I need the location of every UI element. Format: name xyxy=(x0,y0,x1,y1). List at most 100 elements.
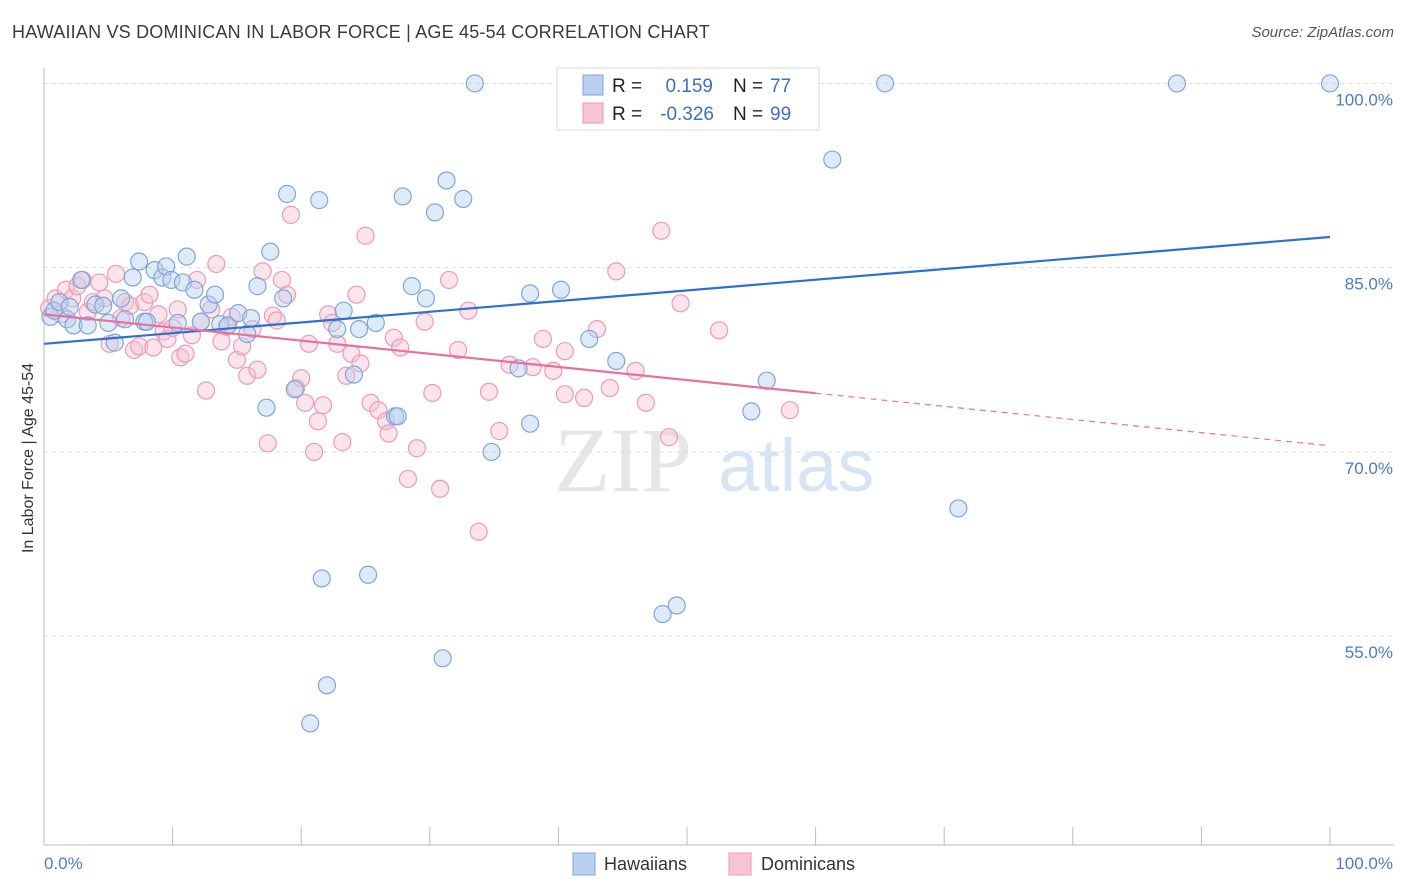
dominican-point xyxy=(308,412,328,431)
hawaiian-point xyxy=(177,247,196,266)
dominican-point xyxy=(575,388,594,407)
dominican-point xyxy=(140,285,159,304)
dominican-point xyxy=(299,334,319,353)
hawaiian-point xyxy=(115,310,135,329)
dominican-point xyxy=(304,442,324,462)
dominican-point xyxy=(258,434,277,453)
legend-n-value-pink: 99 xyxy=(770,104,791,125)
dominican-point xyxy=(600,378,619,398)
dominican-point xyxy=(448,340,468,360)
dominican-point xyxy=(430,479,450,498)
dominican-point xyxy=(267,311,286,330)
hawaiian-point xyxy=(402,277,421,296)
hawaiian-point xyxy=(349,319,369,339)
dominican-point xyxy=(90,273,109,292)
series-legend-label-hawaiians: Hawaiians xyxy=(604,854,687,874)
watermark-zip: ZIP xyxy=(554,409,692,511)
hawaiian-point xyxy=(465,74,484,93)
hawaiian-point xyxy=(248,277,267,296)
hawaiian-point xyxy=(274,289,293,308)
hawaiian-point xyxy=(1320,74,1340,93)
hawaiian-point xyxy=(454,189,473,208)
dominican-point xyxy=(459,301,478,320)
hawaiian-point xyxy=(162,270,181,290)
legend-r-value-blue: 0.159 xyxy=(665,76,713,97)
hawaiian-point xyxy=(328,319,347,339)
dominican-point xyxy=(555,385,574,404)
dominican-point xyxy=(384,328,403,347)
hawaiian-point xyxy=(261,242,280,261)
hawaiian-point xyxy=(949,499,968,518)
hawaiian-point xyxy=(425,203,445,222)
dominican-point xyxy=(313,396,333,415)
x-tick-label: 0.0% xyxy=(44,854,83,873)
dominican-point xyxy=(168,300,187,319)
hawaiian-point xyxy=(482,442,501,462)
dominican-point xyxy=(407,439,427,458)
dominican-point xyxy=(479,382,499,401)
dominican-point xyxy=(207,254,226,274)
dominican-point xyxy=(710,321,729,340)
dominican-point xyxy=(337,366,356,385)
dominican-point xyxy=(333,433,352,452)
dominican-point xyxy=(533,329,553,349)
watermark-atlas: atlas xyxy=(718,424,874,507)
hawaiian-point xyxy=(94,296,113,315)
chart-source: Source: ZipAtlas.com xyxy=(1251,24,1394,41)
tick-labels: 100.0% 85.0% 70.0% 55.0% 0.0% 100.0% xyxy=(44,90,1393,873)
series-legend-label-dominicans: Dominicans xyxy=(761,854,855,874)
dominican-point xyxy=(439,270,459,290)
hawaiian-point xyxy=(344,365,364,384)
hawaiian-point xyxy=(358,565,378,584)
dominican-point xyxy=(281,205,301,224)
legend-r-label-pink: R = xyxy=(612,104,642,125)
series-legend-swatch-hawaiians xyxy=(572,852,596,876)
chart-title: HAWAIIAN VS DOMINICAN IN LABOR FORCE | A… xyxy=(12,22,710,42)
legend-r-label-blue: R = xyxy=(612,76,642,97)
dominican-point xyxy=(587,319,607,339)
dominican-point xyxy=(292,369,311,388)
hawaiian-point xyxy=(86,295,105,314)
hawaiian-point xyxy=(521,414,540,433)
dominican-point xyxy=(398,469,418,489)
hawaiian-point xyxy=(137,312,156,331)
hawaiian-point xyxy=(433,649,452,668)
hawaiian-point xyxy=(99,313,118,333)
dominican-point xyxy=(351,354,370,373)
dominican-point xyxy=(490,421,509,441)
dominican-point xyxy=(780,401,799,420)
dominican-point xyxy=(202,300,221,319)
dominican-point xyxy=(196,381,216,400)
hawaiian-point xyxy=(366,313,385,333)
dominicans-trend-line xyxy=(43,313,816,395)
hawaiian-point xyxy=(72,270,91,290)
dominican-point xyxy=(286,378,306,398)
hawaiian-point xyxy=(285,380,304,399)
y-axis-label: In Labor Force | Age 45-54 xyxy=(20,363,37,553)
hawaiian-point xyxy=(667,596,686,615)
dominican-point xyxy=(659,428,679,447)
hawaiian-point xyxy=(653,604,672,624)
dominican-point xyxy=(607,262,626,281)
dominican-point xyxy=(238,366,257,385)
dominican-point xyxy=(176,344,195,363)
legend-r-value-pink: -0.326 xyxy=(660,104,714,125)
hawaiian-point xyxy=(742,402,761,421)
dominican-point xyxy=(555,342,574,361)
hawaiian-point xyxy=(317,676,337,695)
hawaiian-point xyxy=(277,184,297,204)
hawaiian-point xyxy=(521,284,540,303)
legend-swatch-pink xyxy=(582,102,604,124)
hawaiian-point xyxy=(145,261,164,280)
y-tick-label: 100.0% xyxy=(1335,90,1393,109)
axes xyxy=(43,68,1394,846)
hawaiian-point xyxy=(50,292,69,312)
hawaiian-point xyxy=(78,316,97,335)
dominican-point xyxy=(319,305,338,324)
dominican-point xyxy=(423,383,442,403)
y-tick-label: 55.0% xyxy=(1345,643,1393,662)
hawaiian-point xyxy=(1167,74,1187,93)
y-tick-label: 85.0% xyxy=(1345,275,1393,294)
watermark: ZIP atlas xyxy=(554,409,874,511)
legend-swatch-blue xyxy=(582,74,604,96)
